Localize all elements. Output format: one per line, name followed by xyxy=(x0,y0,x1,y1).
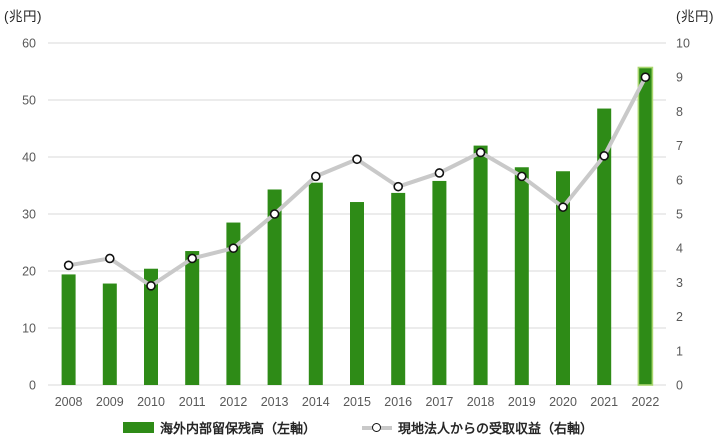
bar-2014 xyxy=(308,182,323,385)
x-axis-label-2016: 2016 xyxy=(384,395,412,409)
bar-2010 xyxy=(144,268,158,385)
line-marker-2022 xyxy=(640,72,651,82)
right-axis-tick-6: 6 xyxy=(676,173,683,187)
x-axis-label-2010: 2010 xyxy=(137,395,165,409)
right-axis-tick-9: 9 xyxy=(676,71,683,85)
line-marker-2019 xyxy=(516,171,527,182)
right-axis-tick-3: 3 xyxy=(676,276,683,290)
left-axis-tick-50: 50 xyxy=(22,94,36,108)
left-axis-tick-40: 40 xyxy=(22,151,36,165)
bar-2019 xyxy=(514,167,529,385)
x-axis-label-2017: 2017 xyxy=(425,395,453,409)
left-axis-tick-60: 60 xyxy=(22,37,36,51)
right-axis-tick-4: 4 xyxy=(676,242,683,256)
x-axis-label-2013: 2013 xyxy=(261,395,289,409)
bar-2017 xyxy=(432,180,447,385)
line-marker-2008 xyxy=(63,260,74,271)
right-axis-tick-5: 5 xyxy=(676,208,683,222)
x-axis-label-2015: 2015 xyxy=(343,395,371,409)
bar-2022 xyxy=(637,66,654,386)
line-marker-2013 xyxy=(269,209,280,219)
bar-2012 xyxy=(226,222,241,385)
right-axis-tick-2: 2 xyxy=(676,310,683,324)
line-series-swatch-icon xyxy=(362,422,392,434)
x-axis-label-2020: 2020 xyxy=(549,395,577,409)
x-axis-label-2011: 2011 xyxy=(179,395,206,409)
line-marker-2009 xyxy=(105,253,115,264)
left-axis-tick-0: 0 xyxy=(29,379,36,393)
right-axis-tick-8: 8 xyxy=(676,105,683,119)
legend-item-line-series: 現地法人からの受取収益（右軸） xyxy=(362,418,593,437)
bar-2009 xyxy=(102,283,117,385)
bar-2011 xyxy=(185,251,200,385)
bar-2020 xyxy=(556,171,570,385)
x-axis-label-2012: 2012 xyxy=(219,395,247,409)
right-axis-tick-7: 7 xyxy=(676,139,683,153)
bar-series-swatch-icon xyxy=(122,422,154,433)
right-axis-title: (兆円) xyxy=(676,9,714,24)
left-axis-tick-20: 20 xyxy=(22,265,36,279)
line-marker-2012 xyxy=(228,243,239,253)
left-axis-tick-30: 30 xyxy=(22,208,36,222)
bar-2013 xyxy=(267,189,282,385)
x-axis-label-2019: 2019 xyxy=(508,395,536,409)
x-axis-label-2008: 2008 xyxy=(55,395,83,409)
right-axis-tick-0: 0 xyxy=(676,379,683,393)
x-axis-label-2014: 2014 xyxy=(302,395,330,409)
bar-2016 xyxy=(391,192,406,385)
line-marker-2010 xyxy=(146,281,156,291)
x-axis-label-2022: 2022 xyxy=(631,395,659,409)
right-axis-tick-1: 1 xyxy=(676,344,683,358)
bar-2008 xyxy=(61,274,76,385)
bar-2018 xyxy=(473,145,488,385)
left-axis-title: (兆円) xyxy=(4,9,42,24)
line-series-label: 現地法人からの受取収益（右軸） xyxy=(398,421,594,436)
line-marker-2015 xyxy=(352,154,362,165)
line-marker-2014 xyxy=(310,171,321,182)
legend-item-bar-series: 海外内部留保残高（左軸） xyxy=(122,418,316,437)
line-marker-2018 xyxy=(475,147,486,158)
x-axis-label-2018: 2018 xyxy=(467,395,495,409)
line-marker-2020 xyxy=(558,202,568,212)
bar-2015 xyxy=(350,202,364,385)
left-axis-tick-10: 10 xyxy=(22,322,36,336)
line-marker-2016 xyxy=(393,181,404,192)
right-axis-tick-10: 10 xyxy=(676,37,690,51)
line-marker-2021 xyxy=(599,151,610,161)
bar-series-label: 海外内部留保残高（左軸） xyxy=(159,421,316,436)
bar-2021 xyxy=(597,108,612,386)
x-axis-label-2021: 2021 xyxy=(590,395,618,409)
line-marker-2011 xyxy=(187,253,197,264)
legend-line-marker-icon xyxy=(372,422,381,432)
legend: 海外内部留保残高（左軸） 現地法人からの受取収益（右軸） xyxy=(0,418,716,437)
x-axis-label-2009: 2009 xyxy=(96,395,124,409)
line-marker-2017 xyxy=(434,168,445,178)
